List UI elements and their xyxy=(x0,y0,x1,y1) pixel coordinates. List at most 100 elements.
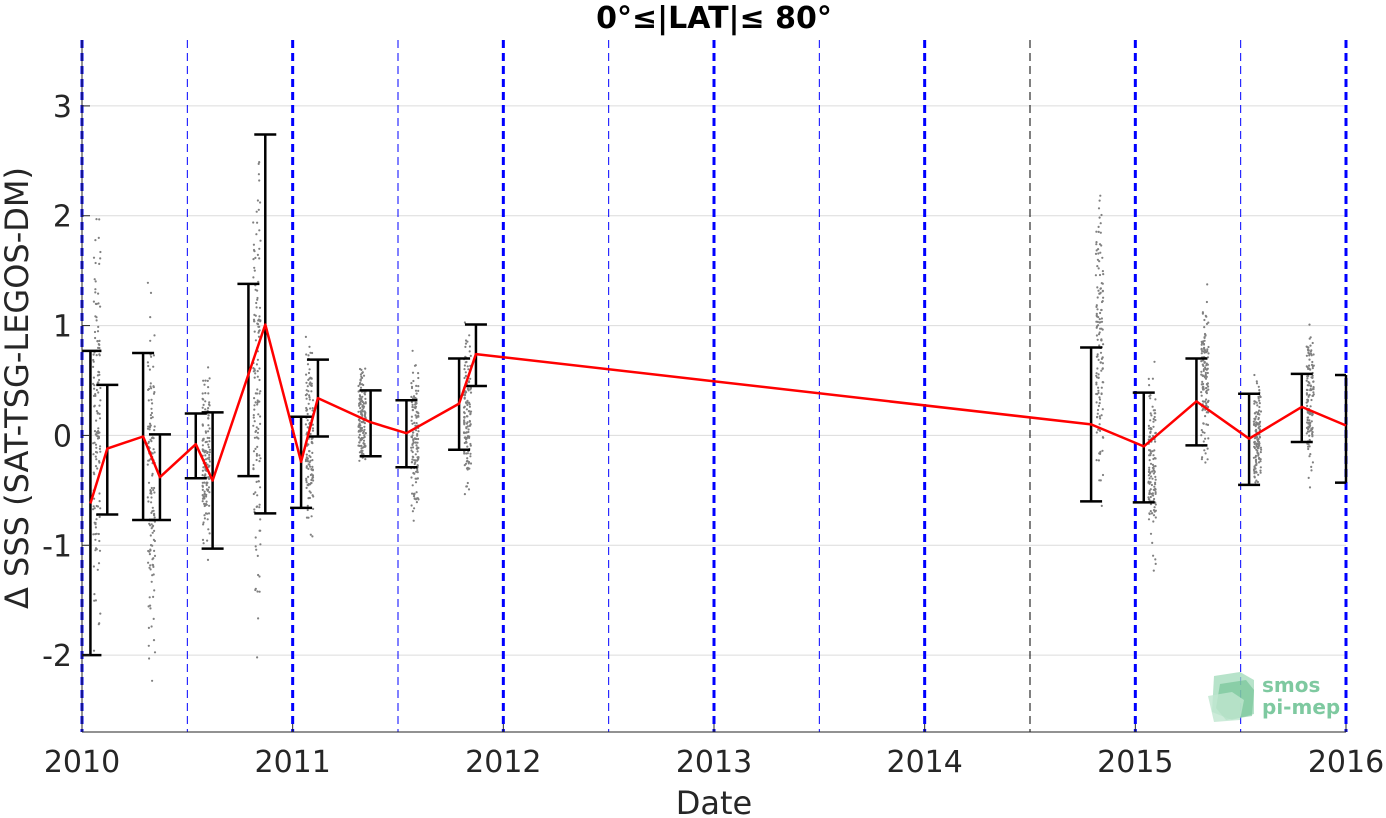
raw-point xyxy=(1305,426,1309,429)
raw-point xyxy=(259,201,262,204)
raw-point xyxy=(417,389,420,392)
raw-point xyxy=(152,595,155,599)
raw-point xyxy=(1154,491,1157,494)
raw-point xyxy=(1096,258,1099,261)
raw-point xyxy=(207,443,210,446)
raw-point xyxy=(358,451,361,454)
raw-point xyxy=(1311,431,1314,434)
raw-point xyxy=(1095,431,1098,434)
raw-point xyxy=(147,500,150,503)
raw-point xyxy=(1148,491,1151,494)
raw-point xyxy=(255,426,258,429)
raw-point xyxy=(93,278,96,281)
raw-point xyxy=(1147,424,1150,427)
raw-point xyxy=(204,504,207,507)
raw-point xyxy=(463,396,466,399)
raw-point xyxy=(94,547,98,550)
raw-point xyxy=(363,422,366,425)
raw-point xyxy=(411,371,415,374)
raw-point xyxy=(311,409,314,412)
raw-point xyxy=(1204,461,1207,464)
raw-point xyxy=(1151,541,1154,545)
raw-point xyxy=(1152,467,1155,470)
raw-point xyxy=(1307,375,1310,378)
raw-point xyxy=(363,444,366,447)
raw-point xyxy=(1097,324,1100,327)
raw-point xyxy=(305,381,308,384)
raw-point xyxy=(466,468,469,471)
raw-point xyxy=(151,544,154,547)
raw-point xyxy=(1310,465,1313,468)
raw-point xyxy=(252,416,255,419)
raw-point xyxy=(410,419,413,422)
raw-point xyxy=(152,617,155,621)
raw-point xyxy=(1152,417,1155,421)
raw-point xyxy=(414,424,417,427)
raw-point xyxy=(359,386,363,389)
raw-point xyxy=(308,398,311,401)
raw-point xyxy=(1154,398,1157,401)
raw-point xyxy=(1253,468,1256,471)
raw-point xyxy=(1310,469,1313,472)
raw-point xyxy=(150,527,153,530)
raw-point xyxy=(1202,382,1205,386)
x-axis-ticks: 2010 2011 2012 2013 2014 2015 2016 xyxy=(44,724,1384,780)
raw-point xyxy=(1206,367,1209,370)
smos-pi-mep-logo: smos pi-mep xyxy=(1208,672,1340,722)
raw-point xyxy=(311,476,315,479)
raw-point xyxy=(469,391,473,394)
x-tick-label: 2011 xyxy=(254,745,330,780)
raw-point xyxy=(1307,430,1310,433)
raw-point xyxy=(413,421,416,424)
raw-point xyxy=(1098,260,1101,263)
raw-point xyxy=(466,466,469,469)
raw-point xyxy=(254,256,257,259)
raw-point xyxy=(1201,456,1204,459)
raw-point xyxy=(464,342,468,345)
raw-point xyxy=(254,288,257,291)
raw-point xyxy=(1097,316,1100,319)
raw-point xyxy=(1204,334,1207,337)
raw-point xyxy=(1201,431,1204,434)
raw-point xyxy=(416,468,419,472)
raw-point xyxy=(208,460,211,463)
raw-point xyxy=(1097,333,1101,336)
raw-point xyxy=(152,488,155,492)
raw-point xyxy=(147,425,150,428)
raw-point xyxy=(1309,344,1312,347)
raw-point xyxy=(468,435,471,438)
raw-point xyxy=(151,506,154,509)
raw-point xyxy=(310,390,313,393)
raw-point xyxy=(1205,404,1208,407)
raw-point xyxy=(150,580,153,583)
raw-point xyxy=(1153,449,1156,452)
raw-point xyxy=(207,430,210,433)
raw-point xyxy=(1154,562,1157,566)
raw-point xyxy=(1206,447,1209,450)
raw-point xyxy=(1206,283,1209,286)
raw-point xyxy=(258,400,261,403)
raw-point xyxy=(153,651,157,654)
raw-point xyxy=(1095,304,1098,307)
raw-point xyxy=(1153,510,1156,513)
raw-point xyxy=(1203,449,1206,452)
raw-point xyxy=(304,458,308,461)
raw-point xyxy=(1201,385,1205,388)
raw-point xyxy=(151,574,154,577)
raw-point xyxy=(99,399,102,402)
raw-point xyxy=(411,397,415,400)
raw-point xyxy=(307,354,310,357)
raw-point xyxy=(363,425,366,428)
raw-point xyxy=(307,516,310,519)
raw-point xyxy=(259,422,262,425)
raw-point xyxy=(308,496,311,500)
raw-point xyxy=(149,316,152,319)
raw-point xyxy=(1149,452,1152,455)
raw-point xyxy=(1311,432,1314,436)
raw-point xyxy=(93,430,97,433)
raw-point xyxy=(467,428,470,431)
raw-point xyxy=(92,565,95,568)
raw-point xyxy=(208,436,211,440)
raw-point xyxy=(1200,360,1203,363)
raw-point xyxy=(410,504,413,507)
